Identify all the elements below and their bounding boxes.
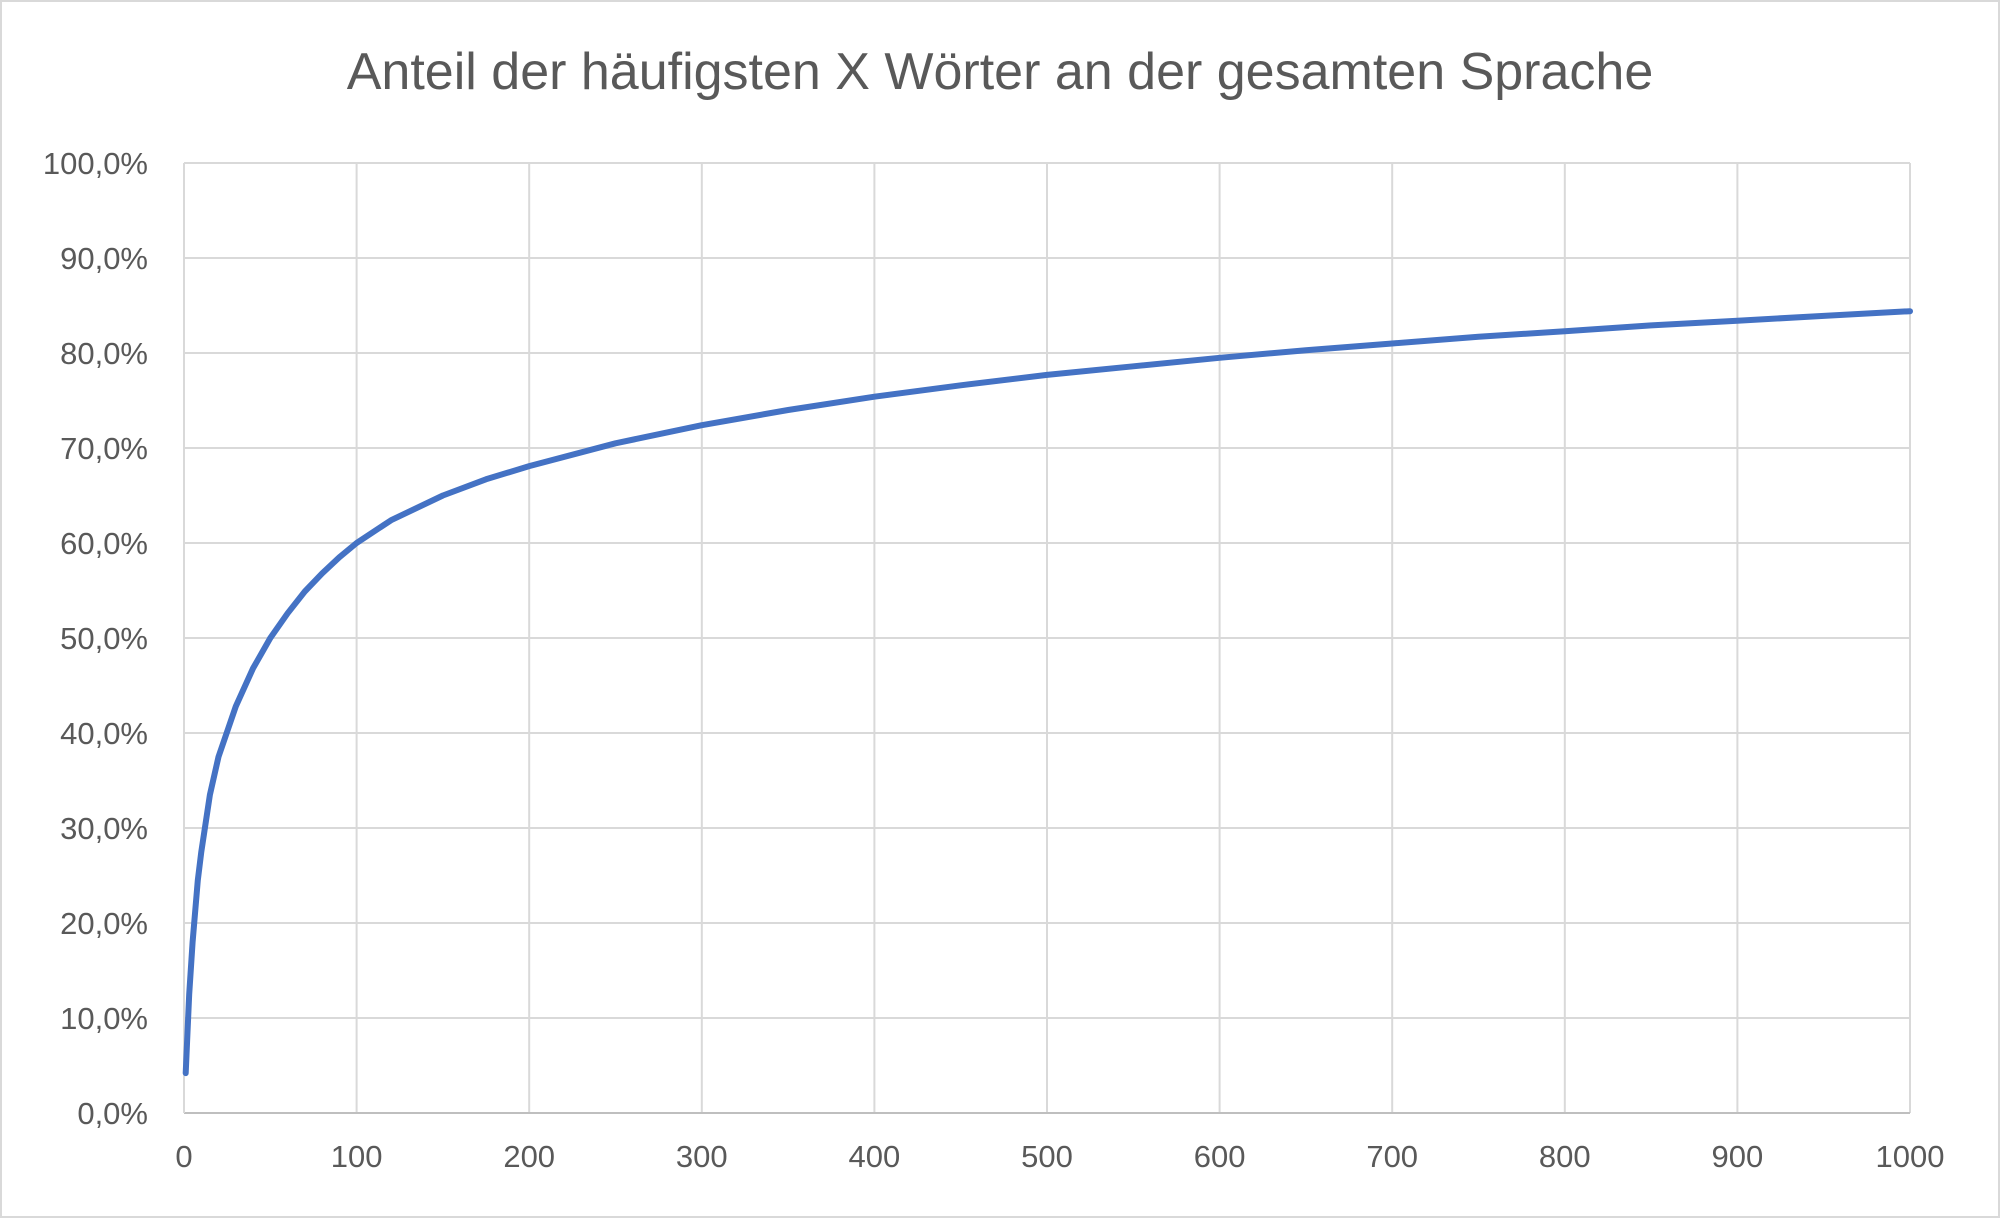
y-tick-label: 70,0% xyxy=(60,431,148,466)
y-tick-label: 20,0% xyxy=(60,906,148,941)
series-layer xyxy=(182,308,1913,1077)
x-tick-label: 300 xyxy=(676,1139,728,1174)
tick-labels: 0,0% 10,0% 20,0% 30,0% 40,0% 50,0% 60,0% 70,0% 8… xyxy=(43,146,1945,1174)
y-tick-label: 50,0% xyxy=(60,621,148,656)
y-tick-label: 100,0% xyxy=(43,146,148,181)
chart-title: Anteil der häufigsten X Wörter an der ge… xyxy=(346,43,1654,101)
x-tick-label: 1000 xyxy=(1876,1139,1945,1174)
y-tick-label: 40,0% xyxy=(60,716,148,751)
x-tick-label: 0 xyxy=(175,1139,192,1174)
x-tick-label: 200 xyxy=(503,1139,555,1174)
x-tick-label: 700 xyxy=(1366,1139,1418,1174)
y-tick-label: 10,0% xyxy=(60,1001,148,1036)
y-tick-label: 60,0% xyxy=(60,526,148,561)
x-tick-label: 400 xyxy=(849,1139,901,1174)
series-line xyxy=(182,308,1913,1077)
y-tick-label: 30,0% xyxy=(60,811,148,846)
x-tick-label: 900 xyxy=(1712,1139,1764,1174)
x-tick-label: 800 xyxy=(1539,1139,1591,1174)
y-tick-label: 0,0% xyxy=(77,1096,148,1131)
y-tick-label: 90,0% xyxy=(60,241,148,276)
y-tick-label: 80,0% xyxy=(60,336,148,371)
x-tick-label: 100 xyxy=(331,1139,383,1174)
gridlines xyxy=(184,162,1911,1113)
x-tick-label: 600 xyxy=(1194,1139,1246,1174)
x-tick-label: 500 xyxy=(1021,1139,1073,1174)
axes xyxy=(183,163,1910,1114)
